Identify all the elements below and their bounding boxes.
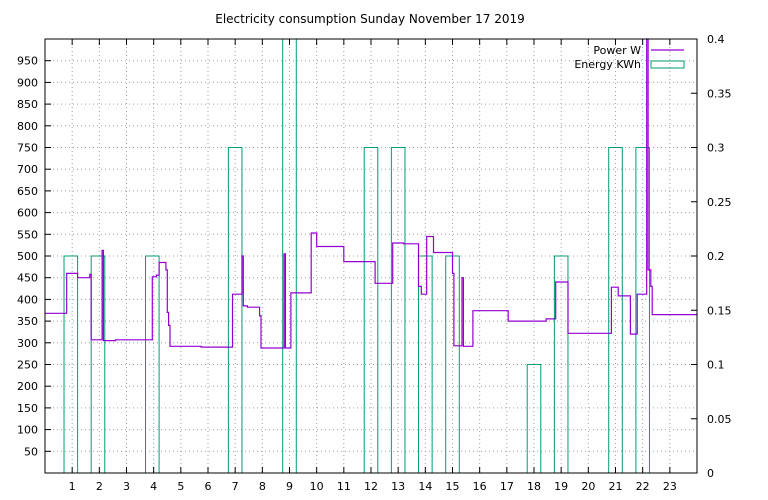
y-left-tick-label: 150 xyxy=(17,402,38,415)
y-right-tick-label: 0.05 xyxy=(707,413,732,426)
y-left-tick-label: 250 xyxy=(17,359,38,372)
legend-label-energy: Energy KWh xyxy=(574,58,641,71)
y-right-tick-label: 0 xyxy=(707,467,714,480)
x-tick-label: 16 xyxy=(473,480,487,493)
y-right-tick-label: 0.25 xyxy=(707,196,732,209)
x-tick-label: 4 xyxy=(150,480,157,493)
x-tick-label: 18 xyxy=(527,480,541,493)
y-right-tick-label: 0.1 xyxy=(707,359,725,372)
energy-bar xyxy=(63,255,79,474)
y-left-tick-label: 700 xyxy=(17,163,38,176)
y-left-tick-label: 800 xyxy=(17,120,38,133)
y-left-tick-label: 950 xyxy=(17,55,38,68)
x-tick-label: 10 xyxy=(310,480,324,493)
grid-layer xyxy=(45,39,697,473)
x-tick-label: 22 xyxy=(636,480,650,493)
power-series xyxy=(45,38,697,349)
x-tick-label: 23 xyxy=(663,480,677,493)
x-tick-label: 15 xyxy=(446,480,460,493)
y-right-tick-label: 0.15 xyxy=(707,304,732,317)
legend-label-power: Power W xyxy=(593,44,641,57)
energy-bar xyxy=(363,147,379,474)
y-left-tick-label: 600 xyxy=(17,207,38,220)
x-tick-label: 14 xyxy=(418,480,432,493)
y-left-tick-label: 400 xyxy=(17,293,38,306)
y-right-tick-label: 0.4 xyxy=(707,33,725,46)
energy-bar xyxy=(390,147,406,474)
energy-bar xyxy=(635,147,650,474)
y-left-tick-label: 300 xyxy=(17,337,38,350)
x-tick-label: 5 xyxy=(177,480,184,493)
y-left-tick-label: 350 xyxy=(17,315,38,328)
energy-bar xyxy=(608,147,623,474)
x-tick-label: 17 xyxy=(500,480,514,493)
energy-bar xyxy=(526,364,542,474)
y-left-tick-label: 200 xyxy=(17,380,38,393)
x-tick-label: 7 xyxy=(232,480,239,493)
x-tick-label: 2 xyxy=(96,480,103,493)
x-tick-label: 20 xyxy=(581,480,595,493)
axis-layer: 5010015020025030035040045050055060065070… xyxy=(17,33,732,493)
y-left-tick-label: 550 xyxy=(17,228,38,241)
x-tick-label: 9 xyxy=(286,480,293,493)
x-tick-label: 19 xyxy=(554,480,568,493)
x-tick-label: 11 xyxy=(337,480,351,493)
y-right-tick-label: 0.2 xyxy=(707,250,725,263)
y-left-tick-label: 50 xyxy=(24,445,38,458)
power-line xyxy=(45,38,697,349)
legend: Power W Energy KWh xyxy=(574,44,685,71)
y-right-tick-label: 0.3 xyxy=(707,142,725,155)
x-tick-label: 1 xyxy=(69,480,76,493)
x-tick-label: 6 xyxy=(205,480,212,493)
energy-bar xyxy=(227,147,243,474)
y-left-tick-label: 500 xyxy=(17,250,38,263)
chart-title: Electricity consumption Sunday November … xyxy=(215,12,525,26)
y-left-tick-label: 100 xyxy=(17,424,38,437)
legend-sample-energy xyxy=(650,60,685,69)
y-left-tick-label: 900 xyxy=(17,76,38,89)
x-tick-label: 21 xyxy=(609,480,623,493)
y-right-tick-label: 0.35 xyxy=(707,87,732,100)
y-left-tick-label: 750 xyxy=(17,142,38,155)
y-left-tick-label: 450 xyxy=(17,272,38,285)
x-tick-label: 3 xyxy=(123,480,130,493)
x-tick-label: 13 xyxy=(391,480,405,493)
y-left-tick-label: 850 xyxy=(17,98,38,111)
x-tick-label: 12 xyxy=(364,480,378,493)
x-tick-label: 8 xyxy=(259,480,266,493)
y-left-tick-label: 650 xyxy=(17,185,38,198)
